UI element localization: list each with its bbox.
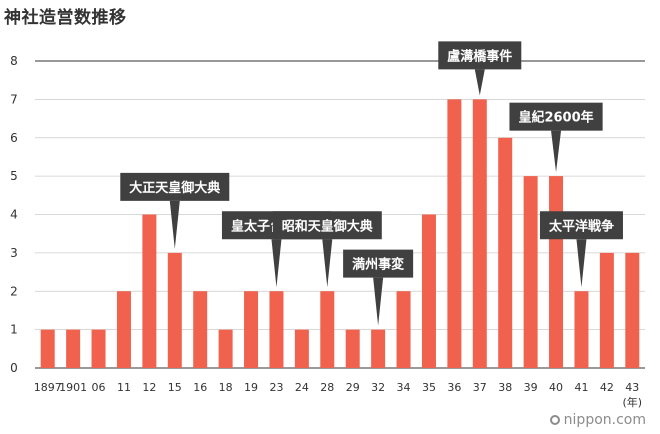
x-tick-label: 39 — [524, 381, 538, 394]
bar-32 — [371, 329, 386, 368]
annotation-box — [120, 172, 230, 201]
x-tick-label: 1901 — [59, 381, 87, 394]
nippon-logo-icon — [549, 415, 560, 425]
annotation-pointer — [373, 277, 384, 326]
y-tick-label: 2 — [10, 284, 18, 298]
annotation-pointer — [551, 130, 562, 173]
annotation-label: 昭和天皇御大典 — [282, 218, 373, 234]
x-tick-label: 41 — [574, 381, 588, 394]
y-tick-label: 4 — [10, 208, 18, 222]
annotation-callout: 満州事変 — [343, 249, 414, 326]
annotation-box — [343, 249, 414, 278]
chart-title: 神社造営数推移 — [4, 8, 127, 28]
bar-19 — [244, 291, 259, 368]
bar-41 — [574, 291, 589, 368]
bar-1901 — [66, 329, 81, 368]
bar-24 — [294, 329, 309, 368]
annotation-callout: 盧溝橋事件 — [438, 41, 522, 96]
x-tick-label: 35 — [422, 381, 436, 394]
x-axis-unit-label: (年) — [622, 395, 642, 409]
y-axis-ticks: 0 1 2 3 4 5 6 7 8 — [10, 54, 18, 375]
annotation-label: 皇紀2600年 — [518, 110, 593, 126]
x-tick-label: 38 — [498, 381, 512, 394]
annotation-pointer — [271, 239, 282, 288]
watermark: nippon.com — [549, 412, 646, 428]
bar-12 — [142, 214, 157, 368]
annotations: 大正天皇御大典皇太子台湾行啓昭和天皇御大典満州事変盧溝橋事件皇紀2600年太平洋… — [120, 41, 623, 326]
bar-42 — [599, 252, 614, 368]
bar-40 — [549, 176, 564, 368]
annotation-box — [438, 41, 522, 70]
bar-28 — [320, 291, 335, 368]
annotation-callout: 太平洋戦争 — [539, 211, 623, 288]
annotation-callout: 昭和天皇御大典 — [272, 211, 382, 288]
annotation-pointer — [322, 239, 333, 288]
annotation-label: 大正天皇御大典 — [129, 180, 220, 196]
bar-37 — [472, 99, 487, 368]
x-tick-label: 43 — [625, 381, 639, 394]
y-tick-label: 3 — [10, 246, 18, 260]
annotation-box — [539, 211, 623, 240]
annotation-pointer — [474, 69, 485, 96]
bar-34 — [396, 291, 411, 368]
x-tick-label: 18 — [219, 381, 233, 394]
x-tick-label: 24 — [295, 381, 309, 394]
bar-35 — [421, 214, 436, 368]
x-tick-label: 34 — [397, 381, 411, 394]
x-tick-label: 36 — [447, 381, 461, 394]
bar-23 — [269, 291, 284, 368]
x-tick-label: 42 — [600, 381, 614, 394]
x-tick-label: 16 — [193, 381, 207, 394]
bar-16 — [193, 291, 208, 368]
x-tick-label: 12 — [142, 381, 156, 394]
bar-11 — [116, 291, 131, 368]
watermark-text: nippon.com — [563, 412, 646, 428]
bar-43 — [625, 252, 640, 368]
y-tick-label: 1 — [10, 323, 18, 337]
annotation-label: 太平洋戦争 — [548, 218, 614, 234]
bar-15 — [167, 252, 182, 368]
annotation-box — [272, 211, 382, 240]
bar-06 — [91, 329, 106, 368]
x-tick-label: 40 — [549, 381, 563, 394]
annotation-callout: 皇紀2600年 — [509, 102, 603, 173]
annotation-label: 盧溝橋事件 — [447, 48, 512, 64]
bar-29 — [345, 329, 360, 368]
annotation-pointer — [169, 200, 180, 249]
x-tick-label: 06 — [92, 381, 106, 394]
y-tick-label: 5 — [10, 169, 18, 183]
y-tick-label: 7 — [10, 92, 18, 106]
x-tick-label: 1897 — [34, 381, 62, 394]
x-tick-label: 11 — [117, 381, 131, 394]
y-tick-label: 0 — [10, 361, 18, 375]
x-tick-label: 15 — [168, 381, 182, 394]
x-tick-label: 29 — [346, 381, 360, 394]
x-tick-label: 28 — [320, 381, 334, 394]
annotation-pointer — [576, 239, 587, 288]
annotation-callout: 大正天皇御大典 — [120, 172, 230, 249]
bar-36 — [447, 99, 462, 368]
bar-38 — [498, 137, 513, 368]
bar-39 — [523, 176, 538, 368]
x-tick-label: 19 — [244, 381, 258, 394]
x-tick-label: 37 — [473, 381, 487, 394]
y-tick-label: 6 — [10, 131, 18, 145]
bar-1897 — [40, 329, 55, 368]
y-tick-label: 8 — [10, 54, 18, 68]
annotation-label: 満州事変 — [352, 257, 404, 273]
bar-18 — [218, 329, 233, 368]
x-tick-label: 32 — [371, 381, 385, 394]
x-tick-label: 23 — [269, 381, 283, 394]
annotation-box — [509, 102, 603, 131]
